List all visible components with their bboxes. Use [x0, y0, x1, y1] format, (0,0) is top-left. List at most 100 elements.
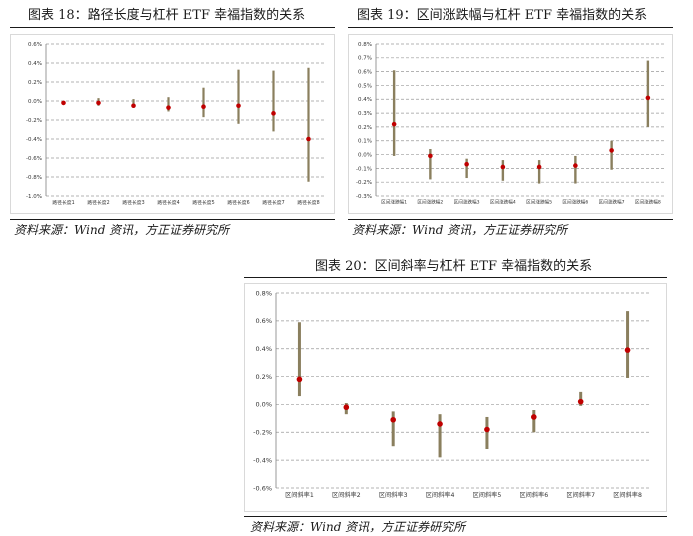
range-bar	[626, 311, 630, 378]
x-tick-label: 区间涨跌幅2	[417, 199, 443, 206]
x-tick-label: 区间斜率5	[473, 491, 502, 499]
range-bar	[202, 87, 205, 118]
y-tick-label: -0.2%	[253, 429, 272, 437]
y-tick-label: 0.0%	[255, 401, 272, 409]
mean-point	[536, 164, 542, 170]
x-tick-label: 区间斜率4	[426, 491, 455, 499]
chart-19-top-rule	[348, 27, 673, 28]
y-tick-label: -0.6%	[26, 156, 42, 162]
chart-20-top-rule	[244, 277, 667, 278]
chart-20-bottom-rule	[244, 516, 667, 517]
mean-point	[61, 100, 66, 106]
mean-point	[131, 103, 136, 109]
y-tick-label: 0.6%	[358, 70, 372, 76]
y-tick-label: 0.7%	[358, 56, 372, 62]
mean-point	[500, 164, 506, 170]
mean-point	[306, 136, 311, 142]
chart-20-plot: -0.6% -0.4% -0.2% 0.0% 0.2% 0.4% 0.6% 0.8% 区间斜率1…	[253, 289, 651, 499]
mean-point	[271, 111, 276, 116]
x-tick-label: 路径长度8	[297, 199, 319, 206]
mean-point	[577, 398, 584, 405]
range-bar	[532, 410, 536, 433]
y-tick-label: 0.4%	[255, 345, 272, 353]
y-tick-label: 0.5%	[358, 83, 372, 89]
mean-point	[236, 103, 241, 109]
y-tick-label: 0.6%	[255, 317, 272, 325]
mean-point	[624, 347, 631, 353]
chart-19-source: 资料来源：Wind 资讯，方正证券研究所	[352, 223, 568, 237]
x-tick-label: 区间涨跌幅7	[599, 199, 625, 206]
range-bar	[646, 60, 650, 127]
x-tick-label: 路径长度5	[192, 199, 214, 206]
y-tick-label: -0.6%	[253, 484, 272, 492]
range-bar	[537, 160, 541, 184]
chart-18-frame	[10, 34, 335, 214]
x-tick-label: 区间斜率6	[519, 491, 548, 499]
mean-point	[201, 104, 206, 109]
y-tick-label: -0.4%	[253, 456, 272, 464]
y-tick-label: 0.0%	[28, 99, 42, 105]
chart-19-bottom-rule	[348, 219, 673, 220]
y-tick-label: 0.6%	[28, 42, 42, 48]
chart-20-title: 图表 20：区间斜率与杠杆 ETF 幸福指数的关系	[315, 259, 593, 274]
x-tick-label: 区间斜率8	[613, 491, 642, 499]
mean-point	[531, 414, 537, 420]
x-tick-label: 区间涨跌幅3	[454, 199, 480, 206]
x-tick-label: 路径长度3	[122, 199, 144, 206]
y-tick-label: 0.4%	[358, 97, 372, 103]
mean-point	[464, 161, 469, 167]
range-bar	[132, 99, 135, 108]
range-bar	[438, 414, 442, 458]
x-tick-label: 路径长度2	[87, 199, 109, 206]
range-bar	[485, 416, 489, 449]
mean-point	[573, 163, 578, 168]
x-tick-label: 区间涨跌幅5	[526, 199, 552, 206]
y-tick-label: 0.0%	[358, 152, 372, 158]
mean-point	[437, 421, 443, 427]
x-tick-label: 区间斜率2	[332, 491, 361, 499]
x-tick-label: 区间涨跌幅6	[562, 199, 588, 206]
y-tick-label: 0.3%	[358, 111, 372, 117]
chart-18-title: 图表 18：路径长度与杠杆 ETF 幸福指数的关系	[28, 8, 306, 23]
y-tick-label: 0.8%	[358, 42, 372, 48]
x-tick-label: 路径长度1	[52, 199, 74, 206]
y-tick-label: 0.8%	[255, 289, 272, 297]
range-bar	[574, 155, 577, 184]
y-tick-label: 0.2%	[255, 373, 272, 381]
x-tick-label: 路径长度4	[157, 199, 179, 206]
y-tick-label: -0.3%	[356, 194, 372, 200]
y-tick-label: 0.4%	[28, 61, 42, 67]
y-tick-label: -0.2%	[356, 180, 372, 186]
y-tick-label: -0.1%	[356, 166, 372, 172]
range-bar	[392, 70, 396, 156]
chart-19-title: 图表 19：区间涨跌幅与杠杆 ETF 幸福指数的关系	[357, 8, 648, 23]
y-tick-label: -0.8%	[26, 175, 42, 181]
y-tick-label: -0.4%	[26, 137, 42, 143]
y-tick-label: -1.0%	[26, 194, 42, 200]
x-tick-label: 区间涨跌幅8	[635, 199, 661, 206]
x-tick-label: 区间斜率3	[379, 491, 408, 499]
x-tick-label: 区间斜率7	[566, 491, 595, 499]
y-tick-label: 0.1%	[358, 139, 372, 145]
range-bar	[167, 97, 170, 112]
x-tick-label: 区间涨跌幅4	[490, 199, 516, 206]
range-bar	[297, 322, 301, 397]
range-bar	[610, 140, 613, 170]
mean-point	[391, 121, 397, 127]
mean-point	[484, 426, 490, 433]
range-bar	[237, 69, 240, 124]
mean-point	[390, 416, 396, 423]
range-bar	[429, 149, 432, 180]
mean-point	[609, 148, 614, 153]
mean-point	[166, 105, 171, 110]
range-bar	[272, 70, 275, 132]
chart-19-frame	[348, 34, 673, 214]
range-bar	[465, 158, 468, 179]
range-bar	[391, 411, 395, 447]
x-tick-label: 区间斜率1	[285, 491, 314, 499]
y-tick-label: -0.2%	[26, 118, 42, 124]
chart-19-plot: -0.3% -0.2% -0.1% 0.0% 0.1% 0.2% 0.3% 0.4% 0.5% 0…	[356, 42, 666, 206]
range-bar	[501, 160, 505, 181]
mean-point	[428, 153, 433, 159]
y-tick-label: 0.2%	[358, 125, 372, 131]
